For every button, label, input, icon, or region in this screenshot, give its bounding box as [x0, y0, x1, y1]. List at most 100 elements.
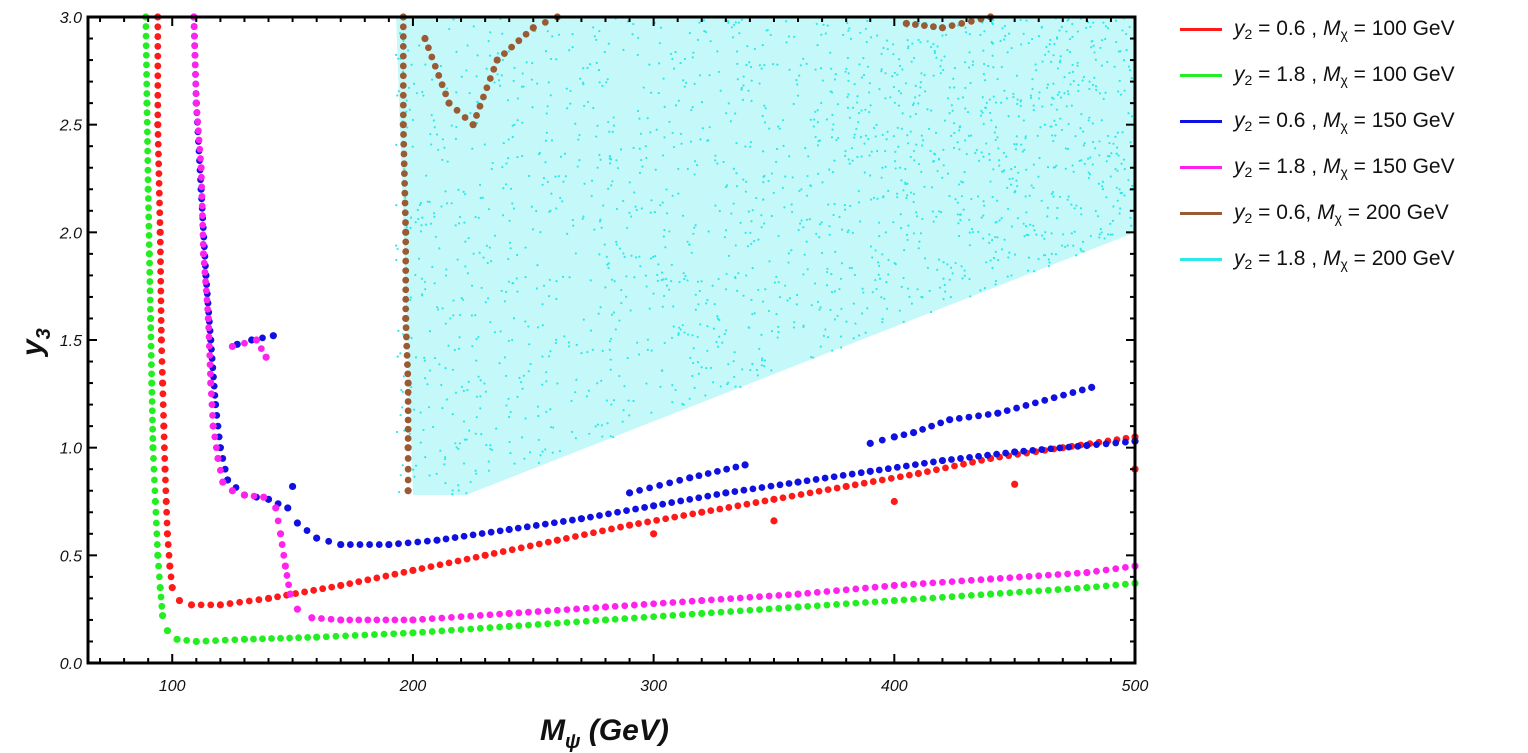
scan-point [1080, 213, 1083, 216]
data-point [688, 610, 696, 618]
scan-point [507, 280, 511, 283]
scan-point [541, 303, 544, 306]
scan-point [881, 253, 884, 256]
scan-point [592, 26, 595, 29]
data-point [361, 631, 369, 639]
scan-point [820, 221, 823, 224]
scan-point [1120, 191, 1123, 194]
scan-point [876, 34, 879, 37]
scan-point [513, 462, 516, 465]
scan-point [816, 121, 820, 124]
scan-point [709, 40, 712, 43]
data-point [163, 627, 172, 635]
scan-point [608, 155, 612, 158]
scan-point [424, 223, 428, 226]
data-point [550, 519, 558, 527]
scan-point [425, 174, 428, 177]
scan-point [505, 374, 508, 378]
scan-point [933, 49, 936, 53]
data-point [288, 482, 297, 491]
scan-point [656, 279, 659, 283]
data-point [154, 551, 162, 559]
scan-point [730, 212, 733, 215]
scan-point [748, 61, 751, 64]
scan-point [915, 143, 918, 146]
scan-point [785, 20, 788, 23]
scan-point [846, 21, 849, 25]
scan-point [834, 250, 837, 253]
data-point [887, 474, 895, 482]
data-point [402, 248, 410, 255]
scan-point [791, 176, 794, 179]
scan-point [758, 64, 761, 67]
data-point [274, 593, 281, 601]
scan-point [708, 74, 711, 77]
scan-point [892, 221, 895, 224]
x-tick-label: 200 [399, 678, 427, 695]
scan-point [857, 112, 861, 115]
scan-point [555, 280, 558, 283]
data-point [890, 596, 898, 605]
data-point [707, 507, 715, 515]
scan-point [796, 94, 800, 97]
data-point [399, 52, 407, 60]
legend-swatch [1180, 165, 1222, 169]
data-point [1041, 396, 1049, 404]
scan-point [735, 172, 738, 175]
scan-point [395, 143, 398, 146]
scan-point [848, 27, 851, 30]
scan-point [512, 207, 516, 210]
scan-point [555, 207, 558, 210]
scan-point [450, 124, 453, 127]
scan-point [984, 106, 988, 109]
scan-point [898, 58, 901, 61]
scan-point [490, 260, 493, 263]
scan-point [894, 167, 897, 170]
scan-point [896, 73, 899, 76]
scan-point [984, 79, 987, 82]
data-point [438, 614, 446, 622]
scan-point [880, 70, 883, 73]
scan-point [983, 30, 986, 33]
scan-point [1017, 171, 1020, 174]
data-point [946, 416, 954, 424]
data-point [259, 334, 266, 342]
scan-point [608, 130, 611, 133]
scan-point [968, 244, 971, 247]
scan-point [847, 79, 850, 82]
scan-point [725, 229, 728, 232]
scan-point [874, 278, 877, 282]
scan-point [697, 303, 700, 306]
scan-point [1047, 258, 1050, 261]
data-point [478, 530, 486, 537]
data-point [145, 204, 152, 212]
scan-point [1058, 61, 1062, 64]
scan-point [678, 281, 681, 284]
scan-point [399, 352, 402, 355]
data-point [421, 34, 429, 43]
scan-point [770, 172, 773, 175]
scan-point [512, 79, 515, 82]
data-point [486, 624, 494, 632]
scan-point [784, 284, 787, 287]
scan-point [432, 119, 435, 122]
legend-entry: y2 = 0.6 , Mχ = 150 GeV [1180, 98, 1525, 144]
scan-point [661, 305, 664, 308]
scan-point [621, 420, 624, 423]
legend-label: y2 = 0.6, Mχ = 200 GeV [1234, 200, 1449, 226]
scan-point [502, 187, 505, 190]
scan-point [833, 202, 836, 206]
scan-point [821, 181, 824, 184]
scan-point [510, 187, 513, 190]
data-point [767, 482, 775, 490]
data-point [143, 118, 151, 126]
scan-point [606, 78, 609, 81]
data-point [391, 616, 399, 624]
scan-point [508, 219, 511, 222]
scan-point [441, 407, 444, 410]
data-point [156, 238, 164, 246]
data-point [400, 150, 408, 158]
scan-point [893, 101, 896, 104]
data-point [209, 411, 216, 419]
scan-point [487, 39, 490, 43]
